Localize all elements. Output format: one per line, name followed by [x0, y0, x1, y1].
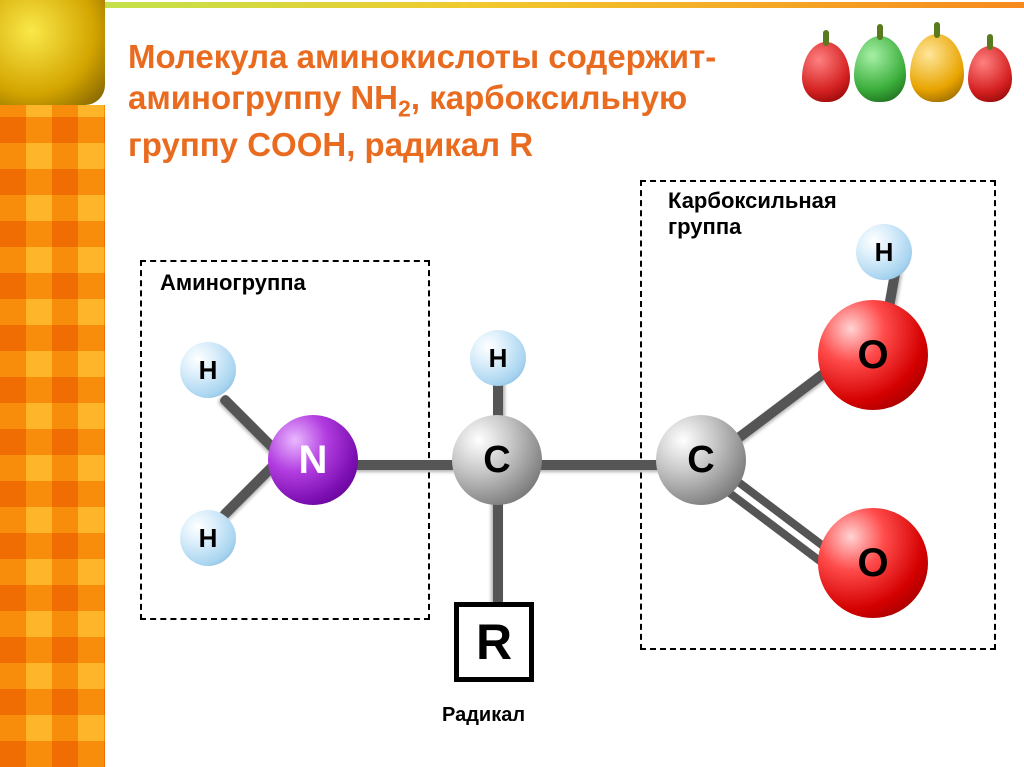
atom-n: N — [268, 415, 358, 505]
pepper-icon — [802, 42, 850, 102]
amino-group-label: Аминогруппа — [160, 270, 306, 296]
title-line2b: , карбоксильную — [411, 79, 687, 116]
r-group-box: R — [454, 602, 534, 682]
pepper-icon — [968, 46, 1012, 102]
carboxyl-group-label: Карбоксильная группа — [668, 188, 837, 240]
atom-h: H — [856, 224, 912, 280]
pepper-icon — [854, 36, 906, 102]
title-sub: 2 — [398, 96, 411, 122]
title-line1: Молекула аминокислоты содержит- — [128, 38, 716, 75]
atom-c: C — [452, 415, 542, 505]
atom-c: C — [656, 415, 746, 505]
atom-h: H — [470, 330, 526, 386]
slide-title: Молекула аминокислоты содержит- аминогру… — [128, 36, 794, 165]
atom-o: O — [818, 508, 928, 618]
atom-h: H — [180, 342, 236, 398]
bond-c1-r — [493, 495, 503, 605]
atom-o: O — [818, 300, 928, 410]
atom-h: H — [180, 510, 236, 566]
title-line3: группу COOH, радикал R — [128, 126, 533, 163]
bond-n-c1 — [340, 460, 460, 470]
radical-label: Радикал — [442, 704, 525, 727]
bond-c1-c2 — [535, 460, 665, 470]
left-pattern — [0, 105, 105, 767]
molecule-diagram: Аминогруппа Карбоксильная группа H H N H… — [120, 170, 1010, 730]
title-line2a: аминогруппу NH — [128, 79, 398, 116]
corner-decor-image — [0, 0, 105, 105]
left-border — [0, 0, 105, 767]
pepper-icon — [910, 34, 964, 102]
top-right-decor — [802, 2, 1012, 102]
